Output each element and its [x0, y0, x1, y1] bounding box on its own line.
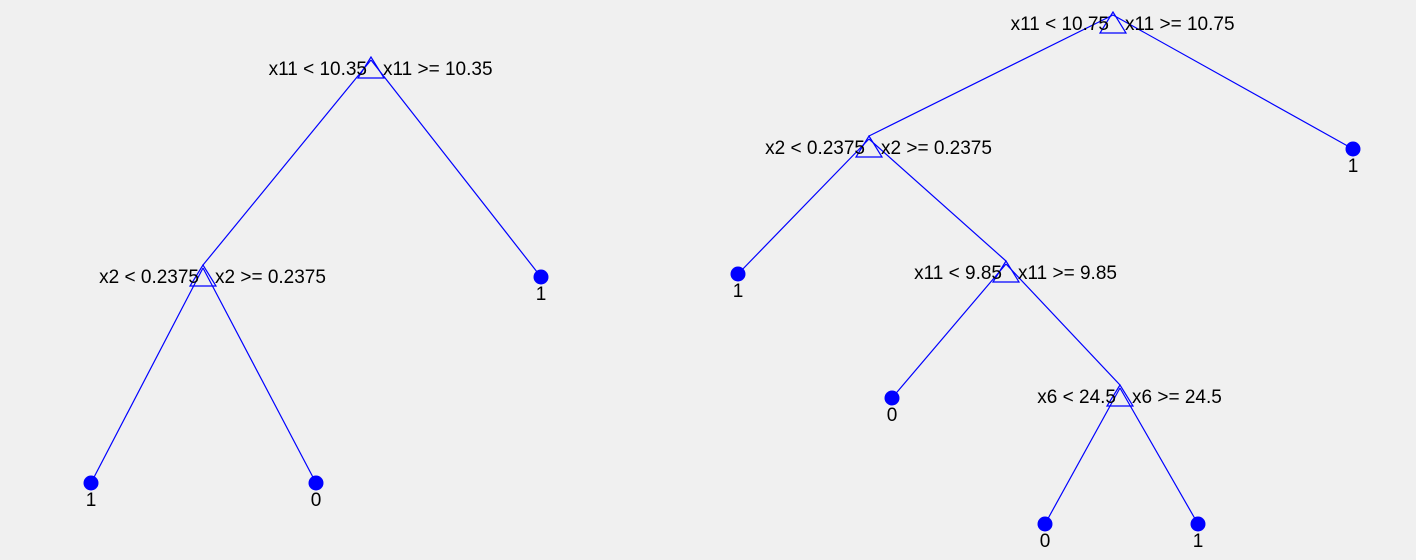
- tree-edge: [1112, 14, 1354, 150]
- split-left-condition: x11 < 10.35: [269, 59, 367, 80]
- leaf-node: 1: [533, 269, 549, 305]
- leaf-class-label: 1: [86, 490, 97, 511]
- split-triangle-icon: [1098, 10, 1128, 34]
- leaf-dot-icon: [1345, 141, 1361, 157]
- leaf-dot-icon: [884, 390, 900, 406]
- leaf-node: 0: [1037, 516, 1053, 552]
- leaf-node: 1: [1345, 141, 1361, 177]
- edges-layer: [90, 14, 1354, 525]
- leaf-class-label: 0: [1040, 531, 1051, 552]
- leaf-node: 1: [83, 475, 99, 511]
- split-right-condition: x11 >= 10.75: [1125, 14, 1235, 35]
- leaf-class-label: 1: [1193, 531, 1204, 552]
- split-right-condition: x2 >= 0.2375: [881, 138, 992, 159]
- split-node: x2 < 0.2375 x2 >= 0.2375: [765, 134, 992, 159]
- split-triangle-icon: [991, 259, 1021, 283]
- split-left-condition: x2 < 0.2375: [99, 267, 199, 288]
- leaf-dot-icon: [730, 266, 746, 282]
- tree-edge: [1044, 387, 1121, 525]
- split-right-condition: x2 >= 0.2375: [215, 267, 326, 288]
- leaf-class-label: 1: [536, 284, 547, 305]
- tree-edge: [737, 138, 870, 275]
- tree-edge: [1005, 263, 1121, 386]
- leaf-class-label: 1: [1348, 156, 1359, 177]
- split-triangle-icon: [188, 263, 218, 287]
- leaf-dot-icon: [83, 475, 99, 491]
- leaf-dot-icon: [533, 269, 549, 285]
- split-triangle-icon: [1105, 383, 1135, 407]
- split-left-condition: x11 < 9.85: [914, 263, 1002, 284]
- tree-edge: [202, 267, 317, 484]
- leaf-node: 1: [730, 266, 746, 302]
- split-right-condition: x11 >= 10.35: [383, 59, 493, 80]
- split-node: x2 < 0.2375 x2 >= 0.2375: [99, 263, 326, 288]
- split-node: x11 < 10.35 x11 >= 10.35: [269, 55, 493, 80]
- leaf-dot-icon: [1190, 516, 1206, 532]
- tree-edge: [891, 263, 1007, 399]
- leaf-dot-icon: [308, 475, 324, 491]
- leaf-class-label: 1: [733, 281, 744, 302]
- leaf-node: 1: [1190, 516, 1206, 552]
- tree-edge: [370, 59, 542, 278]
- split-right-condition: x11 >= 9.85: [1018, 263, 1117, 284]
- tree-edge: [1119, 387, 1199, 525]
- split-node: x6 < 24.5 x6 >= 24.5: [1037, 383, 1222, 408]
- nodes-layer: x11 < 10.35 x11 >= 10.35 x2 < 0.2375 x2 >= …: [83, 10, 1361, 552]
- tree-edge: [868, 138, 1007, 262]
- split-triangle-icon: [854, 134, 884, 158]
- split-left-condition: x11 < 10.75: [1011, 14, 1109, 35]
- split-left-condition: x2 < 0.2375: [765, 138, 865, 159]
- split-triangle-icon: [356, 55, 386, 79]
- tree-edge: [868, 14, 1114, 137]
- leaf-class-label: 0: [887, 405, 898, 426]
- split-node: x11 < 9.85 x11 >= 9.85: [914, 259, 1117, 284]
- split-right-condition: x6 >= 24.5: [1132, 387, 1222, 408]
- split-left-condition: x6 < 24.5: [1037, 387, 1116, 408]
- leaf-class-label: 0: [311, 490, 322, 511]
- tree-edge: [90, 267, 204, 484]
- leaf-node: 0: [884, 390, 900, 426]
- leaf-dot-icon: [1037, 516, 1053, 532]
- split-node: x11 < 10.75 x11 >= 10.75: [1011, 10, 1235, 35]
- leaf-node: 0: [308, 475, 324, 511]
- tree-edge: [202, 59, 372, 266]
